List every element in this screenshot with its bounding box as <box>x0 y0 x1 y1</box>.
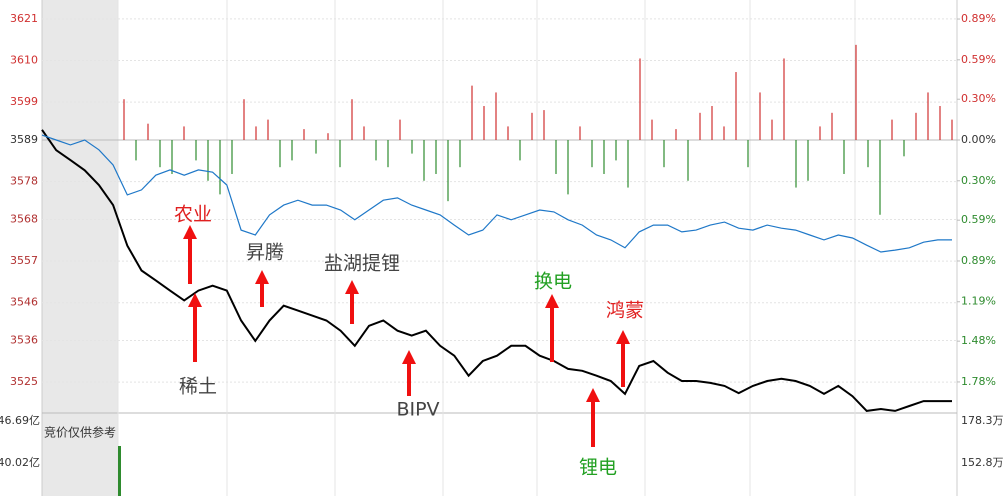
y-tick-label: 3568 <box>10 212 38 225</box>
y-tick-label: 3578 <box>10 175 38 188</box>
y-tick-label: 3525 <box>10 375 38 388</box>
price-line <box>41 134 952 253</box>
y2-tick-label: 0.89% <box>961 254 996 267</box>
annotation: 锂电 <box>579 457 617 479</box>
y2-tick-label: 0.30% <box>961 92 996 105</box>
y2-tick-label: 1.19% <box>961 295 996 308</box>
auction-volume <box>118 446 121 496</box>
annotation: 鸿蒙 <box>606 300 644 322</box>
arrow <box>586 388 600 447</box>
time-grid <box>117 0 856 496</box>
y2-tick-label: 1.78% <box>961 375 996 388</box>
y2-tick-label: 0.59% <box>961 53 996 66</box>
arrow <box>402 350 416 396</box>
y2-tick-label: 0.89% <box>961 12 996 25</box>
arrow <box>616 330 630 387</box>
annotation: 盐湖提锂 <box>324 253 400 275</box>
volume-label: 46.69亿 <box>0 414 40 427</box>
annotation: BIPV <box>396 399 439 421</box>
arrow <box>188 293 202 362</box>
annotation: 稀土 <box>179 376 217 398</box>
arrow <box>255 270 269 307</box>
annotation: 昇腾 <box>246 242 284 264</box>
y2-tick-label: 0.30% <box>961 174 996 187</box>
arrow <box>545 294 559 362</box>
y2-tick-label: 0.00% <box>961 133 996 146</box>
y2-tick-label: 0.59% <box>961 213 996 226</box>
annotation: 农业 <box>174 204 212 226</box>
y-tick-label: 3610 <box>10 54 38 67</box>
volume-label: 40.02亿 <box>0 456 40 469</box>
auction-note: 竞价仅供参考 <box>44 425 116 440</box>
y-tick-label: 3589 <box>10 133 38 146</box>
volume-label: 152.8万 <box>961 456 1004 469</box>
y2-tick-label: 1.48% <box>961 334 996 347</box>
price-line <box>41 129 952 412</box>
y-tick-label: 3557 <box>10 254 38 267</box>
y-tick-label: 3546 <box>10 296 38 309</box>
annotation: 换电 <box>534 271 572 293</box>
pre-auction-area <box>42 0 118 496</box>
y-tick-label: 3621 <box>10 12 38 25</box>
arrow <box>345 280 359 324</box>
volume-label: 178.3万 <box>961 414 1004 427</box>
arrow <box>183 225 197 284</box>
y-tick-label: 3536 <box>10 334 38 347</box>
y-tick-label: 3599 <box>10 95 38 108</box>
